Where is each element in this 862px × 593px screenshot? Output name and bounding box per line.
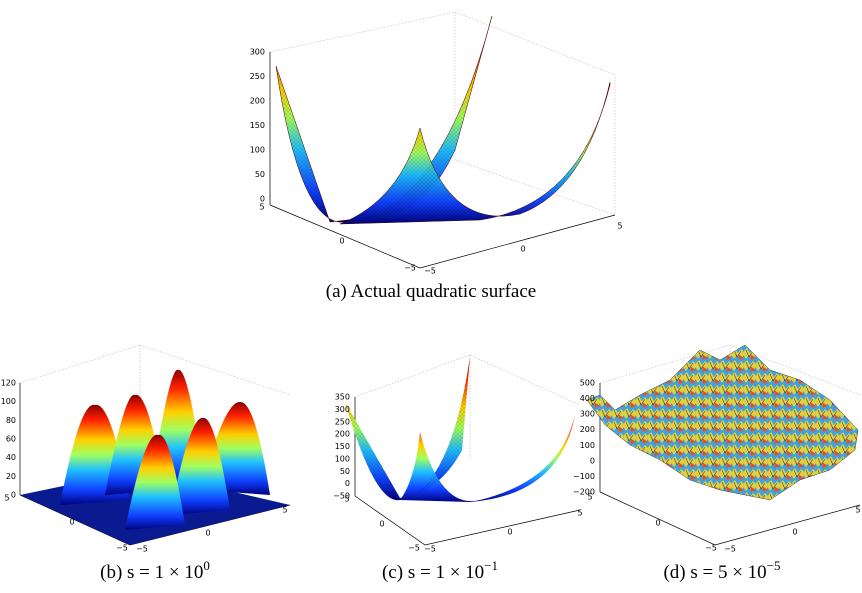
x-tick-label: −5 — [136, 545, 148, 554]
z-tick-label: 50 — [255, 170, 265, 179]
caption-label: (c) — [382, 562, 403, 583]
z-tick-label: 50 — [340, 467, 350, 476]
z-tick-label: 0 — [11, 491, 16, 500]
caption-label: (b) — [100, 562, 122, 583]
x-tick-label: 0 — [655, 519, 660, 528]
x-tick-label: 0 — [792, 528, 797, 537]
z-tick-label: 300 — [580, 410, 595, 419]
caption: (a) Actual quadratic surface — [326, 281, 536, 302]
caption: (b) s = 1 × 100 — [100, 558, 210, 583]
z-tick-label: 200 — [250, 97, 265, 106]
z-tick-label: 20 — [6, 472, 16, 481]
caption-label: (a) — [326, 281, 347, 302]
x-tick-label: −5 — [724, 545, 736, 554]
z-tick-label: −50 — [333, 492, 350, 501]
x-tick-label: 5 — [344, 495, 349, 504]
z-tick-label: 100 — [250, 146, 265, 155]
x-tick-label: 0 — [205, 529, 210, 538]
z-tick-label: 100 — [580, 441, 595, 450]
z-tick-label: 200 — [580, 425, 595, 434]
z-tick-label: 300 — [250, 48, 265, 57]
caption: (c) s = 1 × 10−1 — [382, 558, 498, 583]
x-tick-label: 0 — [69, 518, 74, 527]
caption-exponent: −1 — [484, 558, 498, 573]
x-tick-label: 5 — [4, 494, 9, 503]
caption-exponent: −5 — [767, 558, 781, 573]
x-tick-label: 0 — [520, 245, 525, 254]
z-tick-label: 0 — [260, 195, 265, 204]
z-tick-label: 80 — [6, 416, 16, 425]
z-tick-label: 100 — [335, 454, 350, 463]
z-tick-label: 350 — [335, 393, 350, 402]
z-tick-label: 250 — [335, 417, 350, 426]
z-tick-label: 0 — [590, 456, 595, 465]
x-tick-label: −5 — [424, 545, 436, 554]
x-tick-label: 5 — [282, 506, 287, 515]
x-tick-label: 0 — [379, 520, 384, 529]
z-tick-label: 0 — [345, 479, 350, 488]
caption-text: s = 1 × 10 — [127, 562, 203, 583]
z-tick-label: 200 — [335, 430, 350, 439]
z-tick-label: 120 — [1, 379, 16, 388]
x-tick-label: −5 — [705, 544, 717, 553]
x-tick-label: −5 — [424, 267, 436, 276]
caption-text: s = 1 × 10 — [408, 562, 484, 583]
z-tick-label: 400 — [580, 394, 595, 403]
z-tick-label: 300 — [335, 405, 350, 414]
caption-text: Actual quadratic surface — [351, 281, 537, 302]
x-tick-label: 5 — [577, 509, 582, 518]
z-tick-label: 500 — [580, 379, 595, 388]
x-tick-label: 0 — [507, 528, 512, 537]
z-tick-label: 150 — [335, 442, 350, 451]
panel-b — [19, 344, 291, 546]
z-tick-label: 250 — [250, 72, 265, 81]
x-tick-label: 5 — [855, 506, 860, 515]
x-tick-label: −5 — [408, 544, 420, 553]
caption-exponent: 0 — [203, 558, 210, 573]
panel-c — [345, 354, 581, 546]
z-tick-label: −100 — [573, 472, 595, 481]
z-tick-label: −200 — [573, 488, 595, 497]
z-tick-label: 100 — [1, 397, 16, 406]
caption-text: s = 5 × 10 — [690, 562, 766, 583]
x-tick-label: 5 — [259, 203, 264, 212]
x-tick-label: −5 — [404, 264, 416, 273]
panel-a — [269, 11, 616, 269]
caption: (d) s = 5 × 10−5 — [663, 558, 780, 583]
x-tick-label: −5 — [116, 544, 128, 553]
panel-d — [586, 344, 861, 546]
x-tick-label: 5 — [617, 222, 622, 231]
z-tick-label: 40 — [6, 453, 16, 462]
x-tick-label: 5 — [587, 493, 592, 502]
z-tick-label: 60 — [6, 435, 16, 444]
z-tick-label: 150 — [250, 121, 265, 130]
caption-label: (d) — [663, 562, 685, 583]
x-tick-label: 0 — [339, 237, 344, 246]
